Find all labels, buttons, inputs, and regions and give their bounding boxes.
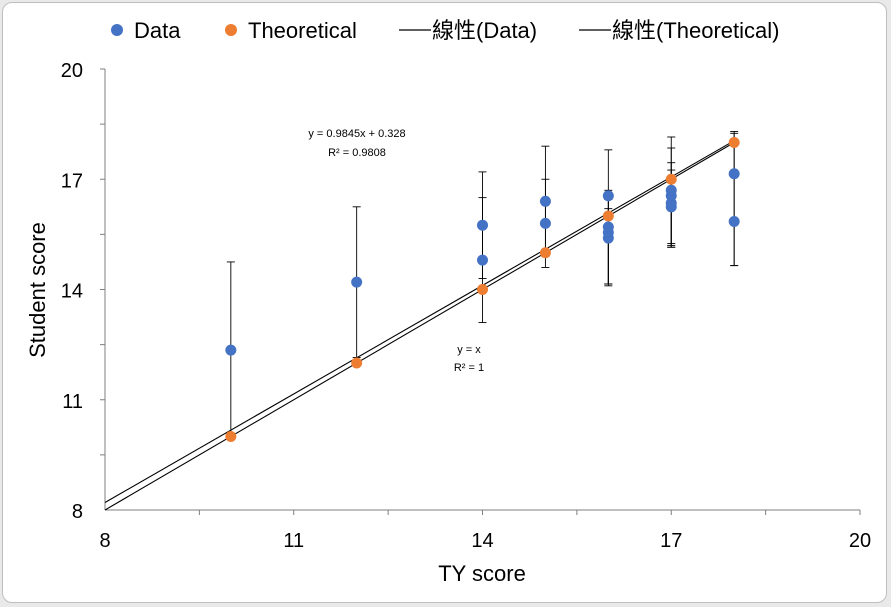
x-tick-label: 11 (283, 530, 304, 552)
legend-label-trend-theoretical: 線性(Theoretical) (612, 18, 779, 43)
trendline-equation-data: y = 0.9845x + 0.328 R² = 0.9808 (308, 128, 405, 159)
y-tick-label: 11 (62, 391, 83, 413)
theoretical-point (477, 284, 488, 295)
data-point (728, 216, 740, 228)
trendline-data (104, 140, 735, 503)
r2-data: R² = 0.9808 (328, 147, 386, 159)
theoretical-point (351, 357, 363, 369)
x-tick-label: 17 (660, 530, 682, 552)
legend-marker-theoretical (225, 24, 237, 36)
y-axis-label: Student score (25, 222, 50, 358)
x-axis-label: TY score (438, 561, 526, 586)
data-points (225, 137, 740, 442)
scatter-chart: Data Theoretical 線性(Data) 線性(Theoretical… (25, 18, 871, 586)
y-tick-label: 17 (61, 170, 83, 192)
trendlines (104, 140, 735, 511)
theoretical-point (602, 210, 614, 222)
data-point (602, 190, 614, 202)
data-point (728, 168, 740, 180)
legend-marker-data (111, 24, 123, 36)
data-point (602, 232, 614, 244)
x-tick-label: 20 (849, 530, 871, 552)
x-tick-label: 8 (99, 530, 110, 552)
y-tick-label: 8 (72, 501, 83, 523)
theoretical-point (539, 247, 551, 259)
x-tick-label: 14 (471, 530, 493, 552)
equation-data: y = 0.9845x + 0.328 (308, 128, 405, 140)
axes: 8 11 14 17 20 8 11 14 17 20 (61, 60, 871, 552)
theoretical-point (665, 173, 677, 185)
data-point (539, 217, 551, 229)
r2-theoretical: R² = 1 (454, 362, 484, 374)
legend-label-trend-data: 線性(Data) (432, 18, 537, 43)
theoretical-point (225, 431, 237, 442)
data-point (665, 201, 677, 213)
data-point (225, 344, 237, 356)
data-point (351, 276, 363, 288)
data-point (477, 254, 488, 266)
legend-label-data: Data (134, 18, 181, 43)
trendline-theoretical (104, 142, 735, 511)
trendline-equation-theoretical: y = x R² = 1 (454, 344, 484, 374)
y-tick-label: 14 (61, 281, 83, 303)
legend-label-theoretical: Theoretical (248, 18, 357, 43)
y-tick-label: 20 (61, 60, 83, 82)
data-point (539, 195, 551, 207)
legend: Data Theoretical 線性(Data) 線性(Theoretical… (111, 18, 779, 43)
theoretical-point (728, 137, 740, 148)
data-point (477, 219, 488, 231)
equation-theoretical: y = x (457, 344, 481, 356)
